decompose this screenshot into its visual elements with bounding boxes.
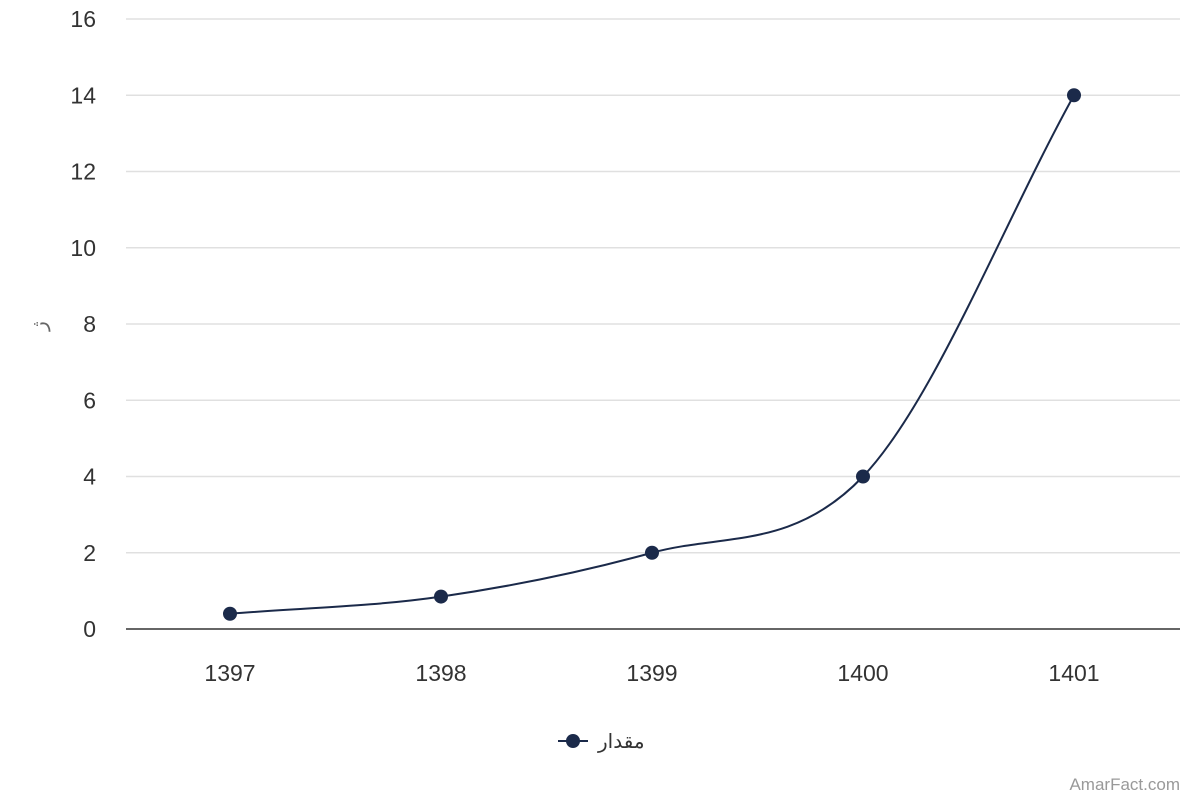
x-tick-label: 1399 — [626, 660, 677, 686]
series-group — [223, 88, 1081, 621]
data-point[interactable] — [1067, 88, 1081, 103]
data-point[interactable] — [434, 589, 448, 604]
y-tick-label: 4 — [83, 464, 96, 490]
legend-marker — [566, 734, 580, 748]
x-axis: 1397 1398 1399 1400 1401 — [126, 628, 1180, 686]
x-tick-label: 1400 — [837, 660, 888, 686]
y-axis-label: ژ — [27, 321, 51, 332]
legend[interactable]: مقدار — [558, 729, 645, 753]
data-point[interactable] — [856, 469, 870, 484]
y-tick-label: 16 — [70, 6, 96, 32]
y-axis-ticks: 0 2 4 6 8 10 12 14 16 — [70, 6, 96, 642]
y-tick-label: 2 — [83, 540, 96, 566]
x-tick-label: 1398 — [415, 660, 466, 686]
grid-lines — [126, 18, 1180, 554]
series-line — [229, 94, 1075, 615]
legend-label[interactable]: مقدار — [597, 729, 645, 753]
credit-text[interactable]: AmarFact.com — [1069, 775, 1180, 794]
y-tick-label: 6 — [83, 387, 96, 413]
y-tick-label: 8 — [83, 311, 96, 337]
y-tick-label: 0 — [83, 616, 96, 642]
y-tick-label: 10 — [70, 235, 96, 261]
x-tick-label: 1397 — [204, 660, 255, 686]
data-point[interactable] — [223, 606, 237, 621]
x-tick-label: 1401 — [1048, 660, 1099, 686]
y-tick-label: 12 — [70, 159, 96, 185]
y-tick-label: 14 — [70, 82, 96, 108]
data-point[interactable] — [645, 545, 659, 560]
